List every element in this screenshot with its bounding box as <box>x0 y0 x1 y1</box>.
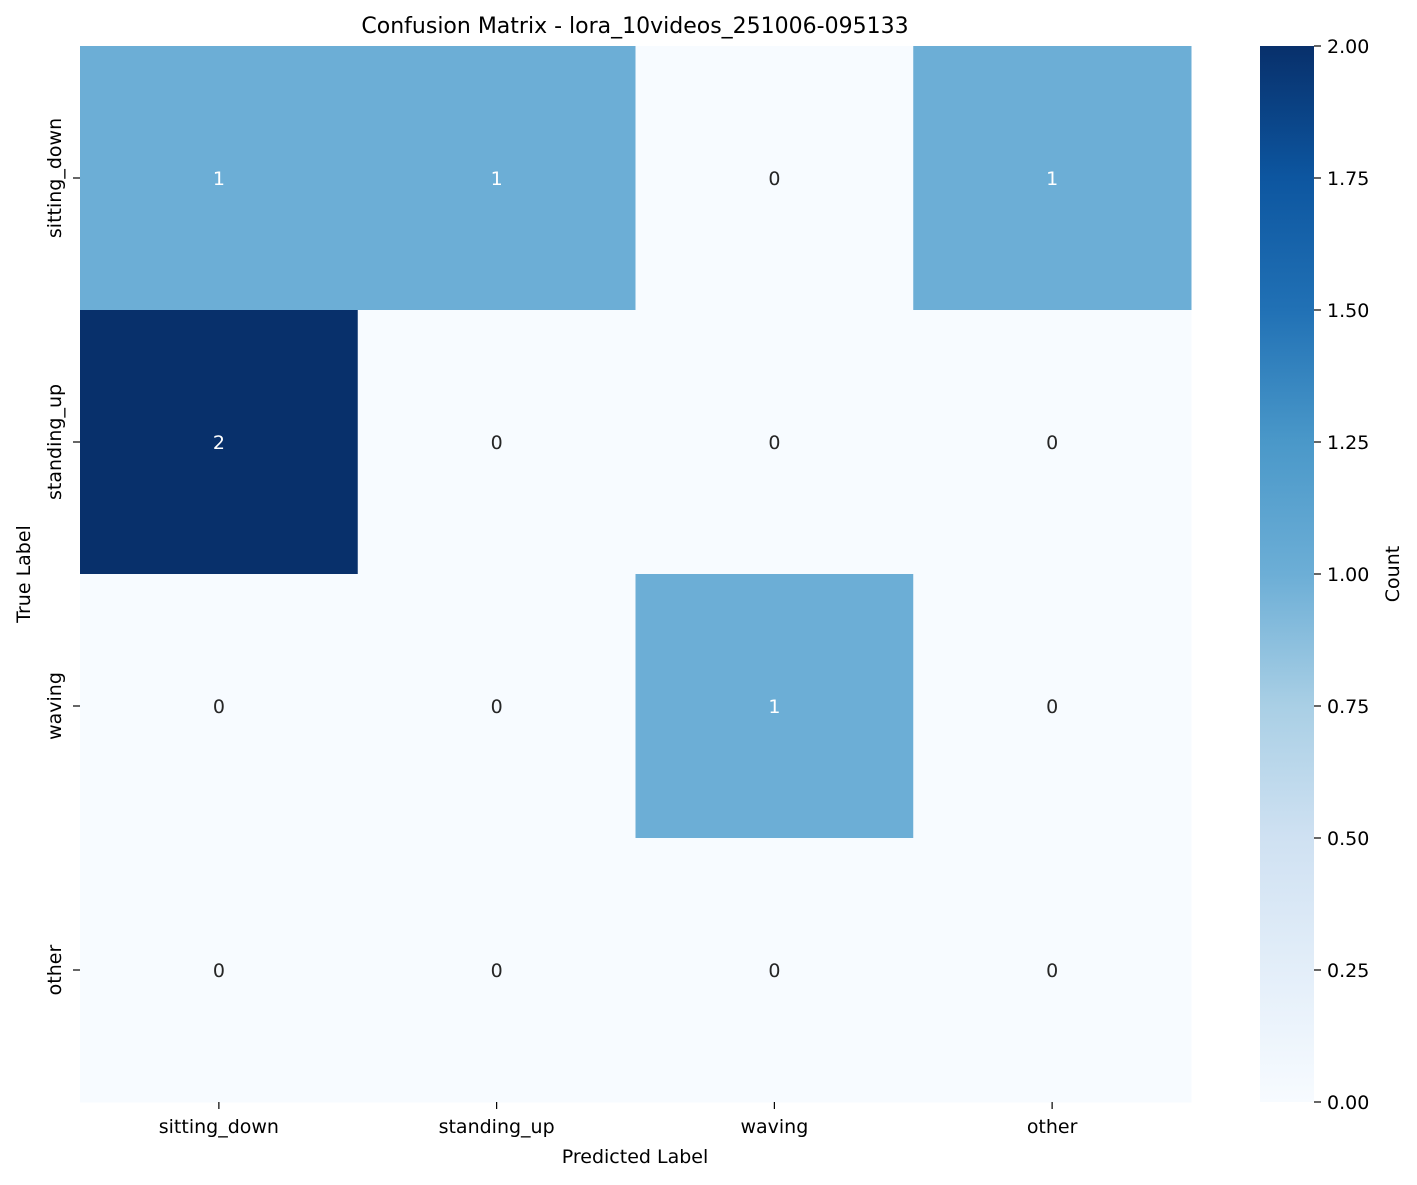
cell-value-label: 0 <box>1046 696 1058 718</box>
y-tick-label: other <box>44 945 66 996</box>
x-axis-label: Predicted Label <box>562 1146 709 1168</box>
cell-value-label: 0 <box>1046 960 1058 982</box>
cell-value-label: 0 <box>768 168 780 190</box>
colorbar-tick-label: 1.25 <box>1327 432 1369 454</box>
cell-value-label: 1 <box>1046 168 1058 190</box>
x-tick-label: standing_up <box>439 1116 555 1138</box>
colorbar-label: Count <box>1382 546 1404 602</box>
cell-value-label: 0 <box>213 960 225 982</box>
cell-value-label: 1 <box>768 696 780 718</box>
x-tick-label: sitting_down <box>159 1116 279 1138</box>
cell-value-label: 0 <box>491 696 503 718</box>
colorbar-tick-label: 2.00 <box>1327 36 1369 58</box>
heatmap-cell <box>80 574 359 839</box>
y-tick-label: sitting_down <box>44 118 66 238</box>
colorbar-tick-label: 1.00 <box>1327 564 1369 586</box>
colorbar-tick-label: 0.50 <box>1327 828 1369 850</box>
heatmap-cell <box>635 838 914 1103</box>
heatmap-cell <box>913 574 1192 839</box>
cell-value-label: 1 <box>491 168 503 190</box>
heatmap-cell-labels: 1 1 0 1 2 0 0 0 0 0 1 0 0 0 0 0 <box>213 168 1058 982</box>
x-tick-label: waving <box>740 1116 808 1138</box>
colorbar-tick-label: 1.50 <box>1327 300 1369 322</box>
colorbar-tick-label: 0.25 <box>1327 960 1369 982</box>
heatmap-cell <box>357 574 636 839</box>
cell-value-label: 1 <box>213 168 225 190</box>
cell-value-label: 0 <box>768 960 780 982</box>
heatmap-cell <box>357 46 636 311</box>
cell-value-label: 0 <box>768 432 780 454</box>
heatmap-cell <box>357 310 636 575</box>
heatmap-cells <box>80 46 1192 1103</box>
x-axis: sitting_down standing_up waving other <box>159 1102 1078 1138</box>
heatmap-cell <box>913 838 1192 1103</box>
cell-value-label: 0 <box>1046 432 1058 454</box>
heatmap-cell <box>80 310 359 575</box>
cell-value-label: 0 <box>491 432 503 454</box>
heatmap-cell <box>913 46 1192 311</box>
colorbar-tick-label: 0.00 <box>1327 1092 1369 1114</box>
y-axis-label: True Label <box>13 525 35 624</box>
heatmap-cell <box>635 574 914 839</box>
heatmap-cell <box>635 46 914 311</box>
y-tick-label: waving <box>44 672 66 740</box>
heatmap-cell <box>357 838 636 1103</box>
heatmap-cell <box>635 310 914 575</box>
heatmap-cell <box>913 310 1192 575</box>
y-tick-label: standing_up <box>44 384 66 500</box>
colorbar-ticks: 0.00 0.25 0.50 0.75 1.00 1.25 1.50 1.75 2.00 <box>1314 36 1369 1114</box>
cell-value-label: 2 <box>213 432 225 454</box>
colorbar-tick-label: 1.75 <box>1327 168 1369 190</box>
heatmap-cell <box>80 46 359 311</box>
colorbar <box>1260 46 1314 1102</box>
x-tick-label: other <box>1027 1116 1078 1138</box>
colorbar-tick-label: 0.75 <box>1327 696 1369 718</box>
cell-value-label: 0 <box>491 960 503 982</box>
chart-title: Confusion Matrix - lora_10videos_251006-… <box>361 14 908 39</box>
cell-value-label: 0 <box>213 696 225 718</box>
heatmap-cell <box>80 838 359 1103</box>
